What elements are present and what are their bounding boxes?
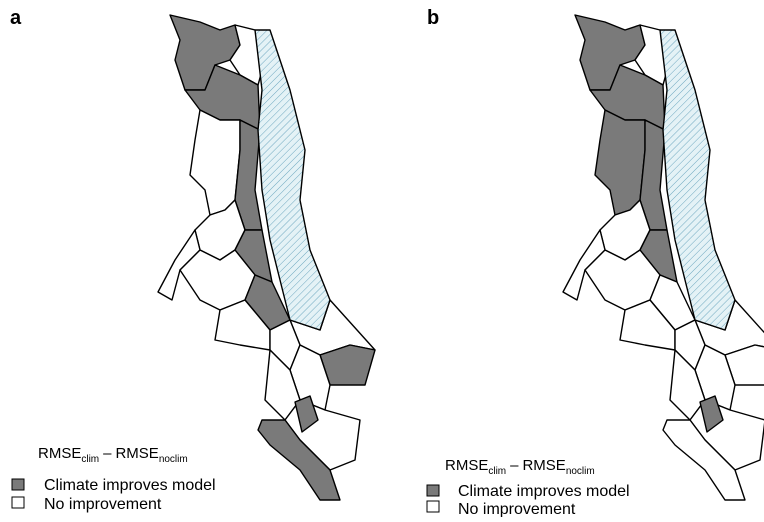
district [190, 110, 240, 215]
figure: a b RMSEclim–RMSEnoclim Climate improves… [0, 0, 764, 517]
legend-item: No improvement [44, 496, 162, 513]
panel-label: b [427, 7, 439, 29]
legend-item: Climate improves model [458, 483, 630, 500]
legend: RMSEclim–RMSEnoclim Climate improves mod… [427, 457, 630, 517]
map-panel [563, 15, 764, 500]
map-panel [158, 15, 375, 500]
legend-swatch [427, 485, 439, 496]
legend-swatch [427, 501, 439, 512]
legend-title-sub: clim [81, 454, 99, 465]
legend-title-part: RMSE [115, 445, 158, 462]
legend-title-part: – [103, 445, 112, 462]
legend-title-sub: clim [488, 466, 506, 477]
legend-swatch [12, 479, 24, 490]
district [595, 110, 645, 215]
legend-title-sub: noclim [159, 454, 188, 465]
legend-title-part: RMSE [522, 457, 565, 474]
legend: RMSEclim–RMSEnoclim Climate improves mod… [12, 445, 216, 513]
legend-title-sub: noclim [566, 466, 595, 477]
legend-item: No improvement [458, 501, 576, 517]
legend-title: RMSEclim–RMSEnoclim [445, 457, 595, 477]
legend-swatch [12, 497, 24, 508]
legend-title-part: RMSE [445, 457, 488, 474]
legend-item: Climate improves model [44, 477, 216, 494]
legend-title-part: RMSE [38, 445, 81, 462]
panel-label: a [10, 7, 22, 29]
legend-title: RMSEclim–RMSEnoclim [38, 445, 188, 465]
legend-title-part: – [510, 457, 519, 474]
